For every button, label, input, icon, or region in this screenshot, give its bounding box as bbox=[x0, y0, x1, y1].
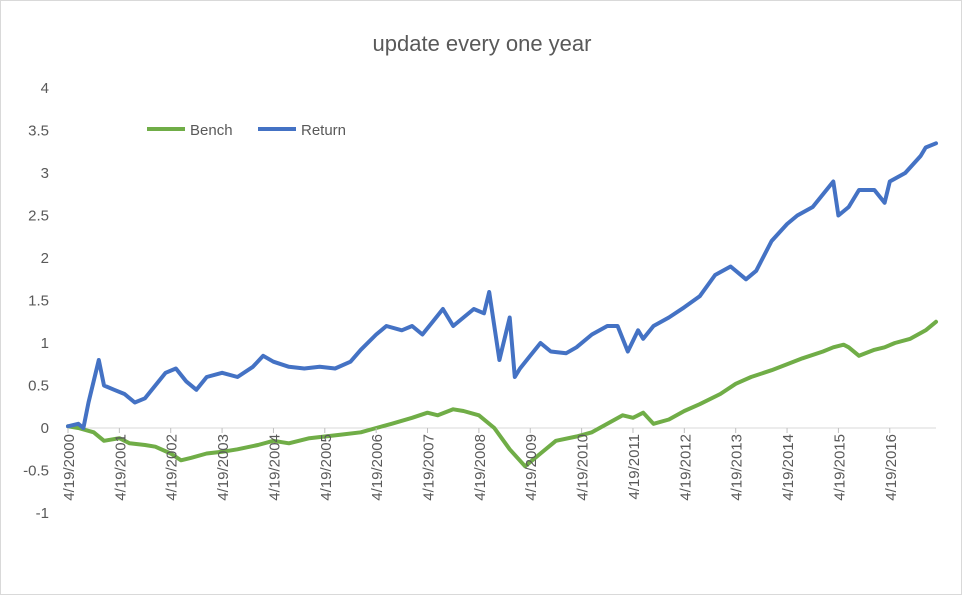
legend-label-return: Return bbox=[301, 122, 346, 139]
x-tick-label: 4/19/2012 bbox=[677, 434, 694, 501]
legend: Bench Return bbox=[147, 122, 346, 139]
y-tick-label: 3 bbox=[41, 165, 49, 182]
y-tick-label: 0.5 bbox=[28, 378, 49, 395]
y-tick-label: -0.5 bbox=[23, 463, 49, 480]
y-tick-label: 3.5 bbox=[28, 123, 49, 140]
x-tick-label: 4/19/2015 bbox=[831, 434, 848, 501]
y-tick-label: -1 bbox=[36, 505, 49, 522]
y-tick-label: 4 bbox=[41, 80, 49, 97]
x-tick-label: 4/19/2014 bbox=[780, 434, 797, 501]
y-tick-label: 1.5 bbox=[28, 293, 49, 310]
y-tick-label: 2.5 bbox=[28, 208, 49, 225]
series-layer bbox=[66, 141, 938, 469]
x-axis-ticks: 4/19/2000 4/19/2001 4/19/2002 4/19/2003 4/19… bbox=[61, 428, 900, 501]
x-tick-label: 4/19/2008 bbox=[472, 434, 489, 501]
x-tick-label: 4/19/2007 bbox=[421, 434, 438, 501]
x-tick-label: 4/19/2001 bbox=[112, 434, 129, 501]
y-tick-label: 0 bbox=[41, 420, 49, 437]
x-tick-label: 4/19/2013 bbox=[729, 434, 746, 501]
legend-label-bench: Bench bbox=[190, 122, 233, 139]
y-tick-label: 2 bbox=[41, 250, 49, 267]
x-tick-label: 4/19/2006 bbox=[369, 434, 386, 501]
series-line-return bbox=[66, 141, 938, 430]
x-tick-label: 4/19/2011 bbox=[626, 434, 643, 500]
x-tick-label: 4/19/2003 bbox=[215, 434, 232, 501]
chart-title: update every one year bbox=[373, 31, 592, 56]
x-tick-label: 4/19/2005 bbox=[318, 434, 335, 501]
y-axis-ticks: -1 -0.5 0 0.5 1 1.5 2 2.5 3 3.5 4 bbox=[23, 80, 49, 522]
series-line-bench bbox=[66, 319, 938, 469]
x-tick-label: 4/19/2002 bbox=[164, 434, 181, 501]
x-tick-label: 4/19/2000 bbox=[61, 434, 78, 501]
x-tick-label: 4/19/2009 bbox=[523, 434, 540, 501]
x-tick-label: 4/19/2010 bbox=[575, 434, 592, 501]
x-tick-label: 4/19/2004 bbox=[266, 434, 283, 501]
x-tick-label: 4/19/2016 bbox=[883, 434, 900, 501]
y-tick-label: 1 bbox=[41, 335, 49, 352]
